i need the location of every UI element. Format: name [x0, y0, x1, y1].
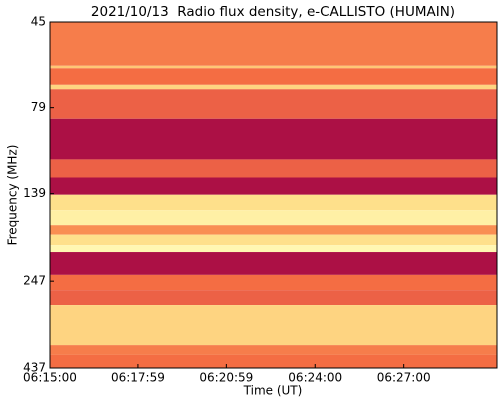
x-tick-label: 06:15:00 [23, 371, 77, 385]
heat-band [50, 290, 497, 306]
y-tick-label: 139 [23, 186, 46, 200]
heat-band [50, 274, 497, 291]
heat-band [50, 22, 497, 66]
x-tick-label: 06:17:59 [111, 371, 165, 385]
heat-band [50, 210, 497, 226]
heat-band [50, 159, 497, 178]
heat-band [50, 194, 497, 211]
heat-band [50, 65, 497, 69]
heat-band [50, 305, 497, 346]
x-tick-label: 06:20:59 [199, 371, 253, 385]
heat-band [50, 252, 497, 275]
plot-frame [49, 21, 498, 369]
heat-band [50, 345, 497, 355]
heat-band [50, 245, 497, 253]
x-tick-label: 06:24:00 [288, 371, 342, 385]
heat-band [50, 118, 497, 160]
heat-band [50, 84, 497, 90]
y-tick-label: 79 [31, 100, 46, 114]
x-tick-label: 06:27:00 [377, 371, 431, 385]
heat-band [50, 89, 497, 119]
heat-band [50, 234, 497, 246]
y-axis-label: Frequency (MHz) [6, 145, 20, 246]
heat-band [50, 177, 497, 195]
heat-band [50, 225, 497, 235]
y-tick-label: 247 [23, 274, 46, 288]
y-tick-label: 437 [23, 361, 46, 375]
heat-band [50, 354, 497, 368]
y-tick-label: 45 [31, 15, 46, 29]
x-axis-label: Time (UT) [243, 384, 303, 398]
heat-band [50, 68, 497, 85]
chart-title: 2021/10/13 Radio flux density, e-CALLIST… [91, 4, 455, 20]
